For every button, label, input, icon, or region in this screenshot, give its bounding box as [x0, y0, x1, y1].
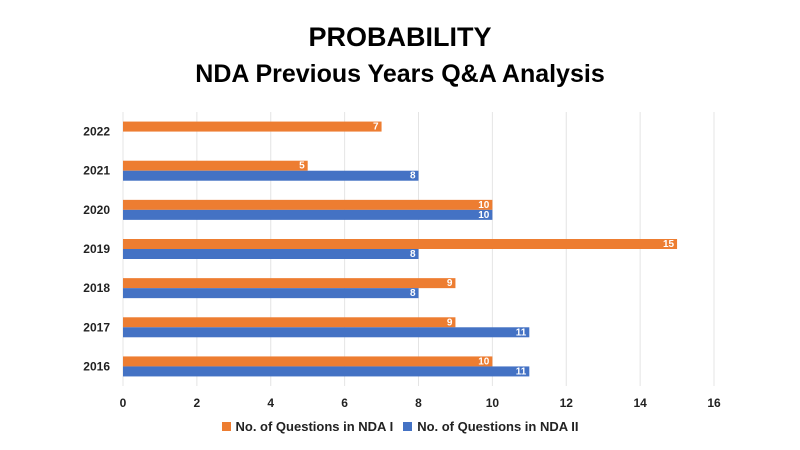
y-category-label: 2019 [83, 242, 110, 256]
x-tick-label: 12 [560, 396, 574, 410]
bar-data-label: 9 [447, 278, 453, 289]
y-category-label: 2021 [83, 164, 110, 178]
bar-series-2 [123, 249, 419, 259]
bar-series-2 [123, 288, 419, 299]
bar-series-1 [123, 278, 456, 289]
bar-data-label: 8 [410, 249, 416, 260]
legend-item-nda-2: No. of Questions in NDA II [403, 419, 578, 434]
chart-subtitle: NDA Previous Years Q&A Analysis [195, 60, 605, 88]
bar-data-label: 10 [478, 210, 490, 221]
bar-series-1 [123, 317, 456, 328]
legend-item-nda-1: No. of Questions in NDA I [221, 419, 394, 434]
y-category-label: 2022 [83, 125, 110, 139]
x-tick-label: 16 [707, 396, 721, 410]
x-tick-label: 10 [486, 396, 500, 410]
bar-series-1 [123, 239, 678, 249]
bar-data-label: 9 [447, 317, 453, 328]
bar-data-label: 11 [516, 366, 527, 377]
bar-series-2 [123, 327, 530, 338]
bar-series-2 [123, 366, 530, 377]
bar-series-1 [123, 160, 308, 171]
bar-data-label: 8 [410, 288, 416, 299]
legend-swatch-nda-1 [221, 422, 231, 431]
bar-series-1 [123, 356, 493, 367]
y-category-label: 2016 [83, 359, 110, 373]
x-tick-label: 8 [415, 396, 422, 410]
x-tick-label: 6 [341, 396, 348, 410]
legend-swatch-nda-2 [403, 422, 413, 431]
bar-data-label: 11 [516, 327, 527, 338]
bar-data-label: 15 [663, 239, 675, 250]
bar-data-label: 10 [478, 356, 490, 367]
bar-data-label: 8 [410, 171, 416, 182]
y-category-label: 2018 [83, 281, 110, 295]
bar-series-2 [123, 170, 419, 181]
y-category-label: 2020 [83, 203, 110, 217]
y-category-label: 2017 [83, 320, 110, 334]
bar-data-label: 5 [299, 161, 305, 172]
bar-series-2 [123, 209, 493, 220]
x-tick-label: 14 [633, 396, 647, 410]
x-tick-label: 2 [194, 396, 201, 410]
bar-series-1 [123, 199, 493, 210]
legend: No. of Questions in NDA I No. of Questio… [0, 419, 800, 434]
legend-label-nda-1: No. of Questions in NDA I [235, 419, 394, 434]
legend-label-nda-2: No. of Questions in NDA II [417, 419, 579, 434]
x-tick-label: 0 [120, 396, 127, 410]
bar-data-label: 10 [478, 200, 490, 211]
x-tick-label: 4 [267, 396, 274, 410]
bar-data-label: 7 [373, 122, 379, 133]
chart-title: PROBABILITY [308, 22, 492, 52]
bar-series-1 [123, 121, 382, 132]
